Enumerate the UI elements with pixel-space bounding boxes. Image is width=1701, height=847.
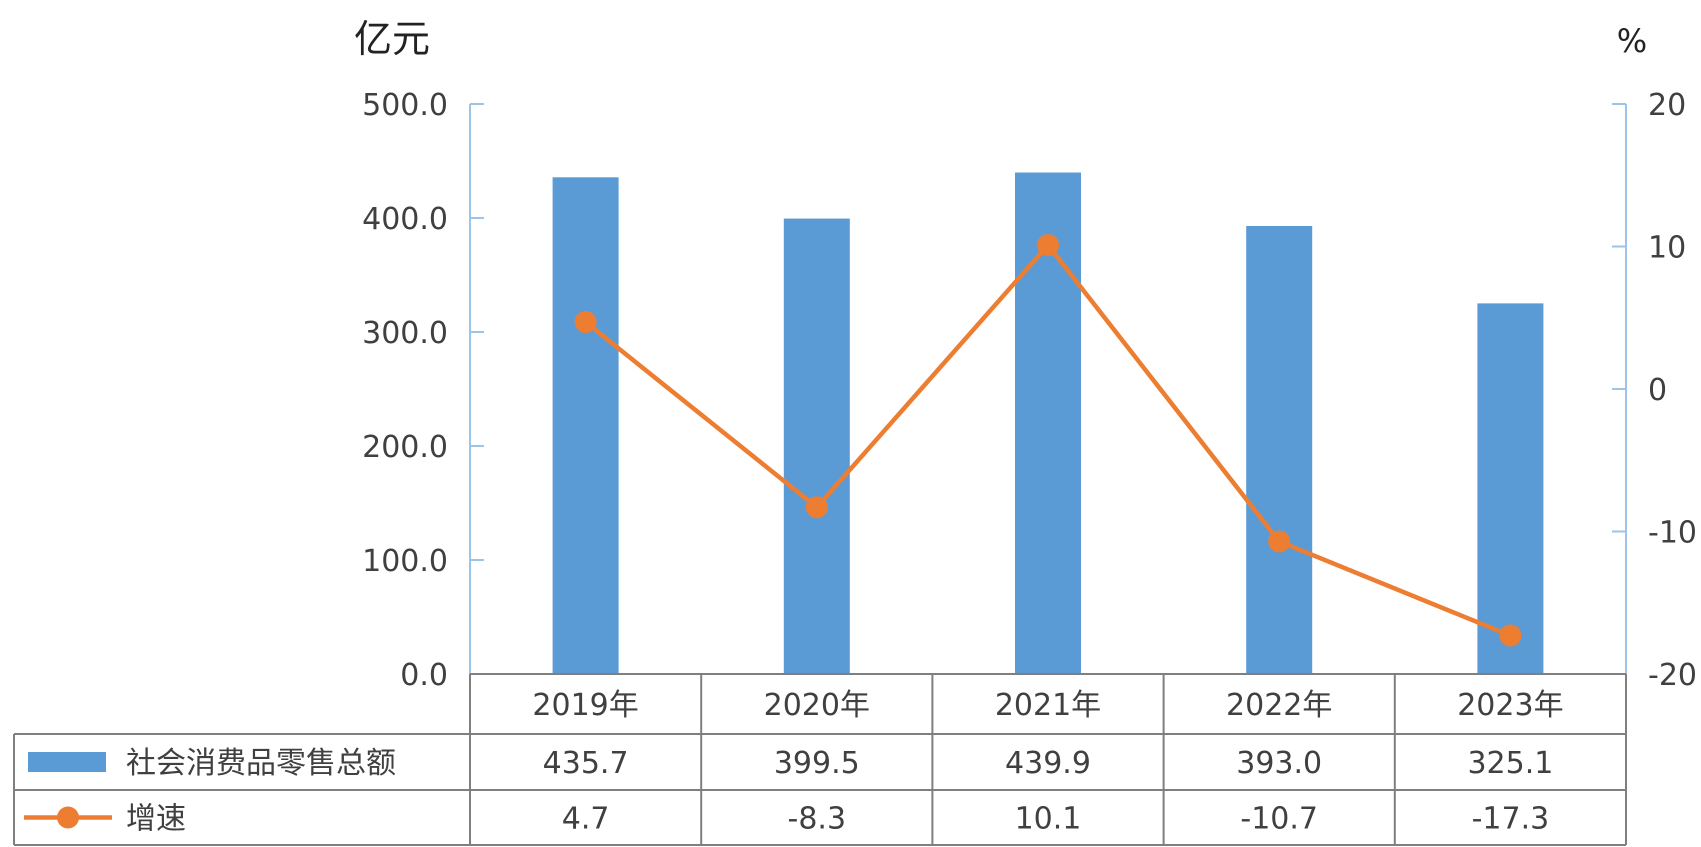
data-label: -10.7 [1240, 802, 1318, 837]
line-series [574, 234, 1522, 647]
legend-bar-swatch [28, 752, 106, 772]
data-label: 4.7 [562, 802, 610, 837]
row-header: 社会消费品零售总额 [126, 746, 396, 781]
growth-point [1037, 234, 1059, 257]
left-axis-tick-label: 500.0 [362, 88, 448, 123]
category-label: 2020年 [764, 688, 870, 723]
growth-point [805, 496, 828, 519]
right-axis-tick-label: -20 [1648, 658, 1697, 693]
bar [1477, 303, 1544, 674]
data-label: 10.1 [1015, 802, 1082, 837]
growth-point [1499, 624, 1522, 647]
legend-line-marker [57, 806, 79, 829]
data-label: 393.0 [1236, 746, 1322, 781]
left-axis-tick-label: 0.0 [400, 658, 448, 693]
growth-point [574, 311, 597, 334]
axes: 0.0 100.0 200.0 300.0 400.0 500.0 -20 -10 0 10 20 [362, 88, 1697, 693]
left-axis-tick-label: 100.0 [362, 544, 448, 579]
right-axis-tick-label: 20 [1648, 88, 1686, 123]
category-label: 2019年 [532, 688, 638, 723]
bar [783, 218, 850, 674]
left-axis-tick-label: 300.0 [362, 316, 448, 351]
bar [552, 177, 619, 674]
bar-series [552, 172, 1544, 675]
right-axis-tick-label: 10 [1648, 231, 1686, 266]
left-axis-tick-label: 400.0 [362, 202, 448, 237]
data-label: 439.9 [1005, 746, 1091, 781]
data-label: 399.5 [774, 746, 860, 781]
bar [1015, 172, 1081, 674]
right-axis-unit: % [1617, 22, 1647, 60]
data-label: 325.1 [1467, 746, 1553, 781]
growth-point [1268, 530, 1291, 553]
category-label: 2021年 [995, 688, 1101, 723]
bar [1246, 225, 1313, 675]
data-label: -8.3 [788, 802, 847, 837]
right-axis-tick-label: 0 [1648, 373, 1667, 408]
data-label: 435.7 [543, 746, 629, 781]
data-label: -17.3 [1472, 802, 1550, 837]
right-axis-tick-label: -10 [1648, 516, 1697, 551]
left-axis-tick-label: 200.0 [362, 430, 448, 465]
category-label: 2023年 [1457, 688, 1563, 723]
row-header: 增速 [126, 802, 186, 837]
left-axis-unit: 亿元 [354, 17, 430, 61]
category-label: 2022年 [1226, 688, 1332, 723]
